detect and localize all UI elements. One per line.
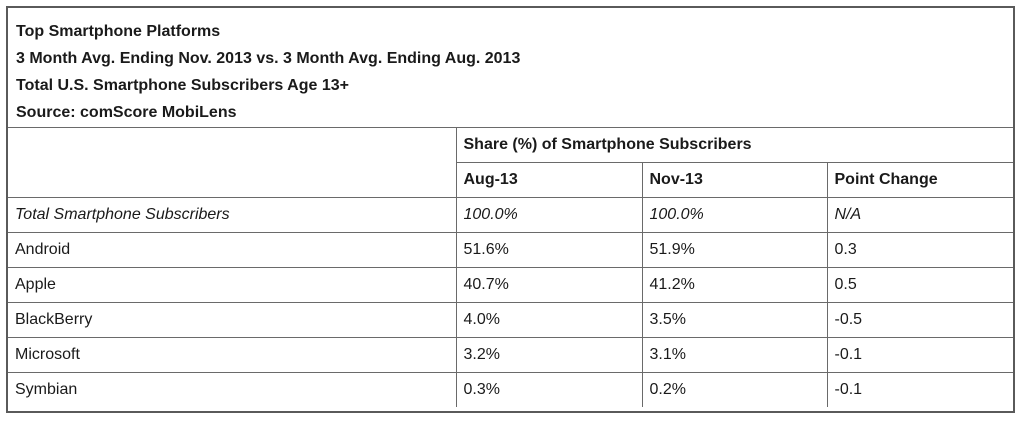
change-cell: -0.1 [826, 372, 1014, 407]
platform-cell: Android [8, 232, 457, 268]
group-header-row: Share (%) of Smartphone Subscribers [8, 128, 1014, 198]
aug-cell: 0.3% [455, 372, 643, 407]
table-row-android: Android 51.6% 51.9% 0.3 [8, 232, 1014, 268]
change-cell: N/A [826, 197, 1014, 233]
data-table-frame: Top Smartphone Platforms 3 Month Avg. En… [6, 6, 1015, 413]
column-header-row: Aug-13 Nov-13 Point Change [8, 162, 1014, 198]
nov-cell: 51.9% [641, 232, 828, 268]
platform-cell: BlackBerry [8, 302, 457, 338]
change-cell: -0.5 [826, 302, 1014, 338]
change-cell: 0.5 [826, 267, 1014, 303]
table-row-symbian: Symbian 0.3% 0.2% -0.1 [8, 372, 1014, 407]
aug-cell: 51.6% [455, 232, 643, 268]
platform-cell: Symbian [8, 372, 457, 407]
platform-cell: Total Smartphone Subscribers [8, 197, 457, 233]
change-cell: 0.3 [826, 232, 1014, 268]
nov-cell: 41.2% [641, 267, 828, 303]
platform-cell: Microsoft [8, 337, 457, 373]
table-row-apple: Apple 40.7% 41.2% 0.5 [8, 267, 1014, 303]
change-cell: -0.1 [826, 337, 1014, 373]
column-header-aug: Aug-13 [456, 162, 643, 198]
platform-cell: Apple [8, 267, 457, 303]
column-header-change: Point Change [826, 162, 1014, 198]
nov-cell: 3.1% [641, 337, 828, 373]
aug-cell: 100.0% [455, 197, 643, 233]
aug-cell: 40.7% [455, 267, 643, 303]
table-row-microsoft: Microsoft 3.2% 3.1% -0.1 [8, 337, 1014, 373]
aug-cell: 3.2% [455, 337, 643, 373]
table-source: Source: comScore MobiLens [16, 104, 237, 121]
table-caption: Top Smartphone Platforms 3 Month Avg. En… [8, 8, 1013, 128]
column-header-nov: Nov-13 [641, 162, 828, 198]
empty-header-cell [8, 128, 457, 198]
share-group-header: Share (%) of Smartphone Subscribers [455, 128, 1014, 163]
table-period: 3 Month Avg. Ending Nov. 2013 vs. 3 Mont… [16, 50, 521, 67]
nov-cell: 0.2% [641, 372, 828, 407]
table-row-total: Total Smartphone Subscribers 100.0% 100.… [8, 197, 1014, 233]
nov-cell: 3.5% [641, 302, 828, 338]
nov-cell: 100.0% [641, 197, 828, 233]
smartphone-share-table: Share (%) of Smartphone Subscribers Aug-… [8, 128, 1014, 407]
table-title: Top Smartphone Platforms [16, 23, 221, 40]
aug-cell: 4.0% [455, 302, 643, 338]
table-row-blackberry: BlackBerry 4.0% 3.5% -0.5 [8, 302, 1014, 338]
table-population: Total U.S. Smartphone Subscribers Age 13… [16, 77, 349, 94]
